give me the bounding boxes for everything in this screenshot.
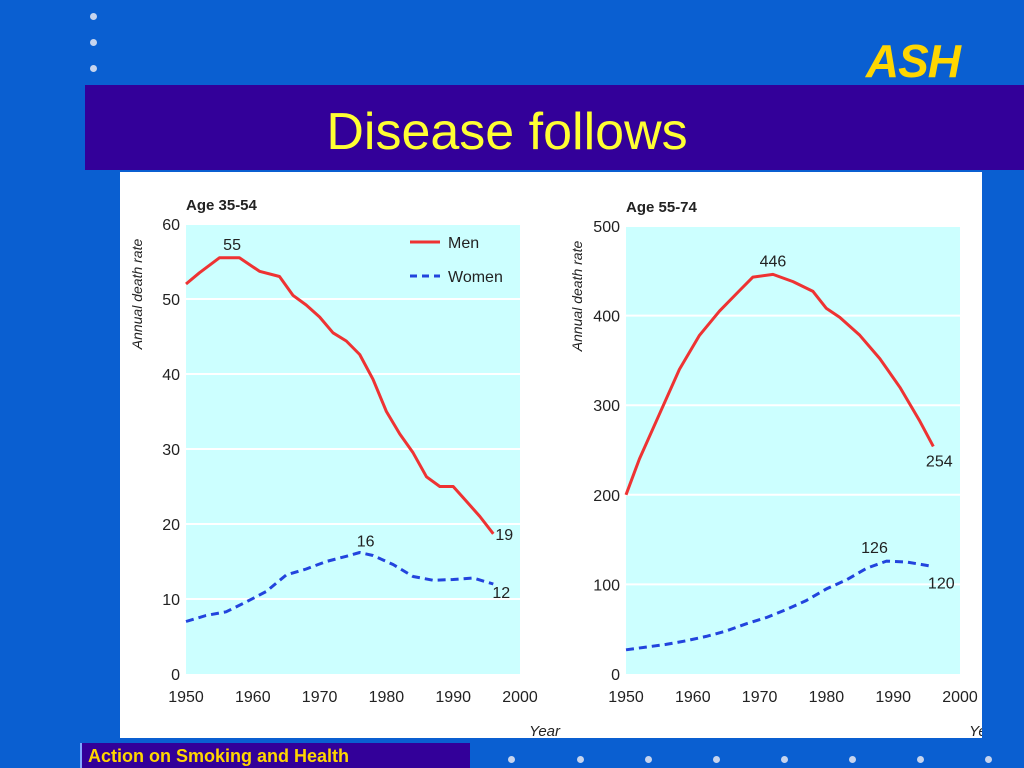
dot: [917, 756, 924, 763]
y-tick-label: 100: [593, 577, 620, 594]
series-line-women: [185, 551, 494, 623]
dot: [985, 756, 992, 763]
data-label: 254: [926, 453, 953, 470]
y-tick-label: 0: [611, 667, 620, 684]
figure-panel: 0 10 20 30 40 50 60 1950 1960 1970 1980 1990 2000 Age…: [120, 172, 982, 738]
x-axis-label: Year: [969, 723, 982, 738]
legend-label-women: Women: [448, 269, 503, 286]
x-tick-label: 1990: [875, 689, 911, 706]
x-tick-label: 1960: [675, 689, 711, 706]
x-tick-label: 2000: [502, 689, 538, 706]
legend-label-men: Men: [448, 235, 479, 252]
dot: [645, 756, 652, 763]
dot: [508, 756, 515, 763]
footer-label: Action on Smoking and Health: [88, 746, 350, 766]
data-label: 446: [760, 253, 787, 270]
plot-area-2: [626, 226, 960, 674]
x-tick-label: 1980: [809, 689, 845, 706]
brand-logo-text: ASH: [865, 35, 961, 87]
dot: [713, 756, 720, 763]
dot: [849, 756, 856, 763]
x-tick-label: 1990: [435, 689, 471, 706]
data-label: 55: [223, 237, 241, 254]
x-tick-label: 1970: [742, 689, 778, 706]
dot: [90, 39, 97, 46]
y-tick-label: 0: [171, 667, 180, 684]
footer-bar: [80, 743, 470, 768]
slide-title: Disease follows: [326, 103, 688, 161]
y-axis-label: Annual death rate: [129, 239, 145, 351]
x-tick-label: 1950: [608, 689, 644, 706]
y-tick-label: 20: [162, 517, 180, 534]
dot: [90, 65, 97, 72]
data-label: 120: [928, 575, 955, 592]
dot: [90, 13, 97, 20]
x-tick-label: 1950: [168, 689, 204, 706]
y-tick-label: 40: [162, 367, 180, 384]
series-line-men: [185, 256, 495, 535]
x-tick-label: 2000: [942, 689, 978, 706]
x-tick-label: 1960: [235, 689, 271, 706]
x-axis-label: Year: [529, 723, 561, 738]
chart-title: Age 35-54: [186, 197, 258, 214]
dot: [781, 756, 788, 763]
data-label: 19: [495, 527, 513, 544]
y-axis-label: Annual death rate: [569, 241, 585, 353]
x-tick-label: 1980: [369, 689, 405, 706]
title-bar: [85, 85, 1024, 170]
y-tick-label: 300: [593, 398, 620, 415]
data-label: 16: [357, 534, 375, 551]
y-tick-label: 60: [162, 217, 180, 234]
chart-title: Age 55-74: [626, 199, 698, 216]
series-line-men: [624, 272, 935, 496]
y-tick-label: 500: [593, 219, 620, 236]
y-tick-label: 50: [162, 292, 180, 309]
y-tick-label: 30: [162, 442, 180, 459]
series-line-women: [625, 559, 934, 652]
data-label: 12: [492, 585, 510, 602]
y-tick-label: 400: [593, 309, 620, 326]
y-tick-label: 200: [593, 488, 620, 505]
y-tick-label: 10: [162, 592, 180, 609]
dot: [577, 756, 584, 763]
x-tick-label: 1970: [302, 689, 338, 706]
data-label: 126: [861, 540, 888, 557]
